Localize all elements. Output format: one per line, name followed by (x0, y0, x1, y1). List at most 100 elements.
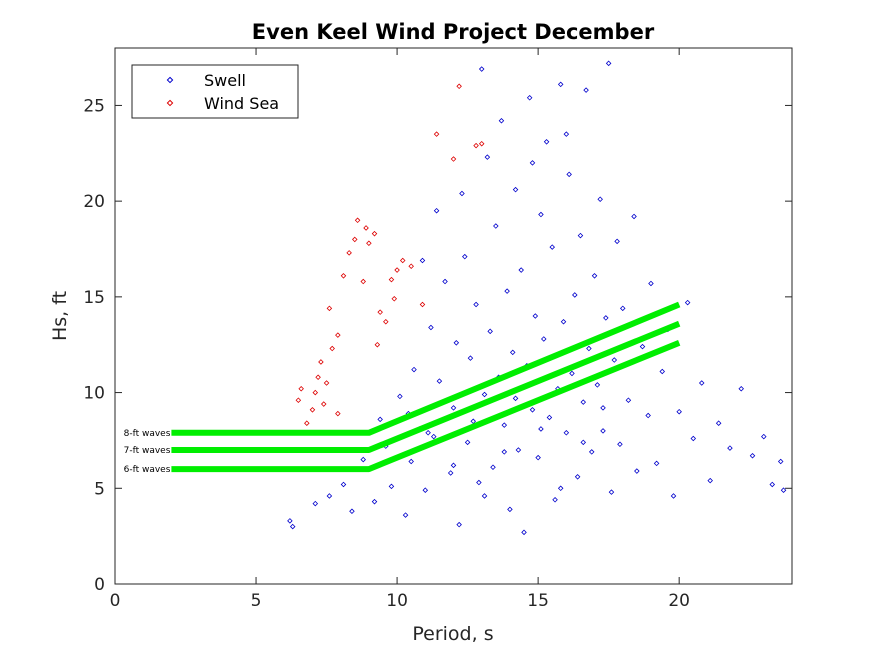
swell-point (749, 452, 756, 459)
swell-point (707, 477, 713, 484)
wind-sea-point (433, 131, 440, 137)
wind-sea-point (318, 359, 324, 365)
swell-point (577, 232, 584, 239)
swell-point (535, 454, 541, 461)
swell-point (538, 211, 544, 218)
swell-point (532, 313, 539, 319)
axis-ticks: 0 5 10 15 20 0 5 10 15 20 25 (83, 48, 792, 611)
swell-point (521, 529, 527, 536)
reference-line-label: 7-ft waves (124, 446, 171, 456)
swell-point (738, 385, 744, 392)
swell-point (464, 439, 471, 446)
swell-point (563, 430, 570, 436)
wind-sea-point (388, 276, 395, 283)
reference-line-label: 8-ft waves (124, 429, 171, 439)
swell-point (360, 456, 366, 463)
swell-point (388, 483, 395, 490)
swell-point (312, 500, 319, 507)
x-tick-label: 20 (668, 591, 690, 611)
swell-point (340, 481, 347, 488)
swell-point (684, 299, 691, 306)
swell-point (653, 460, 660, 467)
swell-point (543, 139, 550, 145)
swell-point (600, 428, 606, 434)
wind-sea-point (295, 397, 302, 403)
reference-line-label: 6-ft waves (124, 465, 171, 475)
wind-sea-point (374, 341, 381, 348)
swell-point (481, 391, 488, 398)
swell-point (402, 512, 409, 518)
swell-point (591, 273, 598, 279)
wind-sea-point (366, 240, 372, 247)
wind-sea-point (326, 305, 333, 312)
swell-point (504, 288, 510, 294)
wind-sea-point (315, 374, 321, 381)
swell-point (422, 487, 429, 493)
swell-point (515, 447, 522, 453)
wind-sea-point (377, 309, 383, 315)
swell-point (780, 487, 787, 493)
wind-sea-point (408, 263, 414, 269)
swell-point (538, 426, 544, 432)
wind-sea-point (312, 389, 319, 396)
swell-point (501, 422, 508, 428)
swell-point (594, 382, 601, 388)
wind-sea-point (391, 296, 398, 302)
swell-point (377, 416, 383, 423)
swell-point (512, 395, 519, 402)
swell-point (727, 445, 733, 451)
swell-point (605, 60, 612, 67)
wind-sea-point (394, 267, 400, 273)
swell-point (456, 521, 462, 528)
swell-point (670, 493, 677, 499)
wind-sea-point (371, 230, 378, 237)
swell-point (560, 318, 567, 325)
swell-point (498, 117, 505, 124)
wind-sea-point (456, 83, 462, 90)
x-tick-label: 0 (110, 591, 121, 611)
swell-point (541, 336, 547, 342)
swell-point (625, 397, 632, 403)
wind-sea-point (478, 140, 485, 147)
wind-sea-point (450, 156, 457, 162)
reference-line-3 (171, 340, 681, 473)
swell-point (481, 493, 488, 499)
swell-point (552, 497, 558, 503)
swell-point (484, 154, 491, 160)
swell-point (462, 253, 468, 260)
swell-point (614, 238, 620, 245)
swell-point (433, 207, 440, 214)
reference-line-2 (171, 320, 681, 453)
y-axis-label: Hs, ft (49, 291, 71, 341)
swell-point (715, 420, 722, 426)
swell-point (659, 368, 666, 375)
swell-point (411, 366, 417, 373)
swell-point (572, 292, 578, 298)
swell-point (349, 508, 355, 515)
swell-point (526, 95, 533, 101)
plot-area (114, 47, 793, 585)
x-axis-label: Period, s (412, 623, 493, 645)
swell-point (608, 489, 615, 495)
swell-point (476, 479, 482, 486)
swell-point (408, 458, 414, 465)
y-tick-label: 15 (83, 288, 105, 308)
swell-point (425, 430, 431, 436)
swell-point (512, 186, 519, 193)
swell-point (645, 412, 651, 419)
swell-point (566, 171, 572, 178)
wind-sea-point (473, 142, 479, 149)
wind-sea-point (346, 250, 352, 256)
legend-box (131, 64, 299, 119)
swell-point (371, 498, 378, 505)
swell-point (397, 393, 403, 400)
x-tick-label: 15 (527, 591, 549, 611)
swell-point (603, 315, 609, 321)
swell-point (557, 81, 564, 88)
wind-sea-point (335, 410, 341, 417)
swell-point (639, 343, 646, 350)
wind-sea-point (298, 385, 304, 392)
swell-point (557, 485, 564, 492)
y-tick-label: 5 (94, 479, 105, 499)
swell-point (586, 345, 592, 352)
